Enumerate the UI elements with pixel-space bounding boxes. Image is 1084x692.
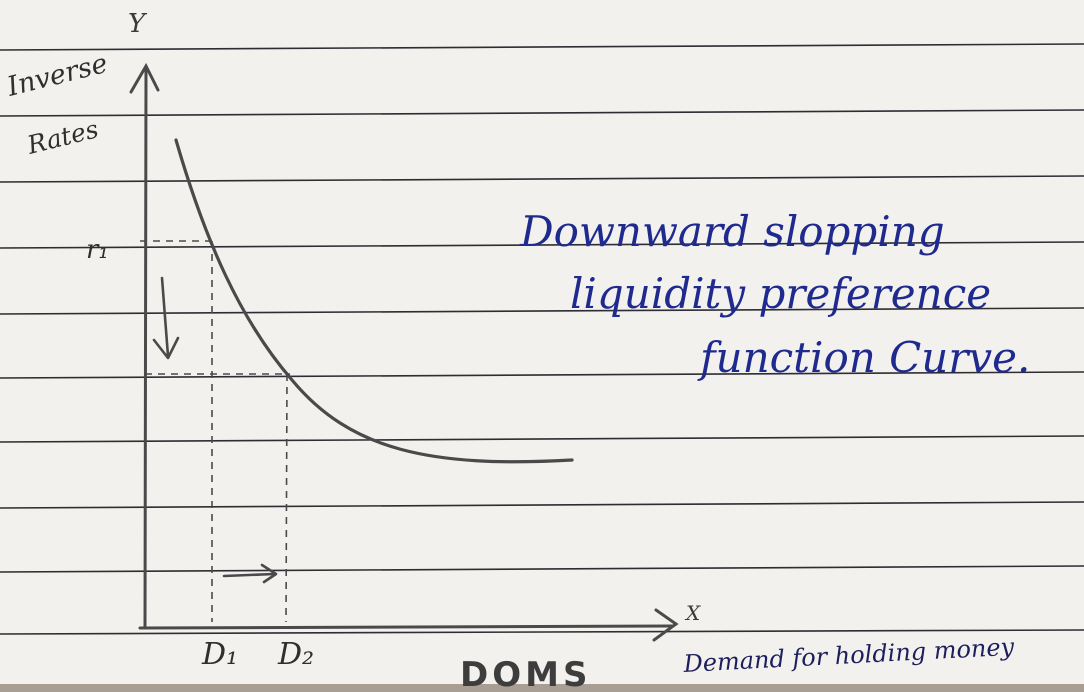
rule-line — [0, 175, 1084, 183]
rule-line — [0, 109, 1084, 117]
rule-line — [0, 501, 1084, 509]
shift-arrows — [152, 276, 278, 584]
rule-line — [0, 241, 1084, 249]
rate-fall-arrowhead — [152, 336, 180, 360]
brand-mark: DOMS — [460, 655, 591, 692]
demand-rise-arrowhead — [260, 563, 278, 584]
annotation-line-2: liquidity preference — [570, 269, 991, 318]
x-axis-letter: X — [684, 601, 701, 625]
demand-d2-label: D₂ — [277, 637, 314, 672]
rule-line — [0, 629, 1084, 635]
rule-line — [0, 307, 1084, 315]
y-axis-letter: Y — [128, 9, 148, 39]
rule-line — [0, 43, 1084, 51]
annotation-line-3: function Curve. — [697, 333, 1030, 382]
demand-rise-arrow — [222, 572, 276, 578]
rule-line — [0, 565, 1084, 573]
liquidity-preference-curve — [174, 138, 574, 464]
rule-line — [0, 371, 1084, 379]
y-axis-title-line1: Inverse — [3, 48, 110, 103]
rate-level-r1-label: r₁ — [86, 235, 109, 265]
d2-vertical-guide — [285, 373, 288, 623]
rate-fall-arrow — [160, 276, 170, 358]
annotation-line-1: Downward slopping — [519, 207, 945, 256]
y-axis-arrowhead — [129, 62, 160, 94]
y-axis-title-line2: Rates — [23, 114, 101, 160]
table-edge — [0, 684, 1084, 692]
y-axis — [143, 68, 148, 630]
demand-d1-label: D₁ — [201, 637, 238, 672]
axes — [129, 62, 679, 642]
rule-line — [0, 435, 1084, 443]
guide-lines — [140, 240, 290, 623]
x-axis-caption: Demand for holding money — [682, 633, 1015, 678]
x-axis-arrowhead — [652, 608, 679, 642]
ruled-lines — [0, 43, 1084, 635]
x-axis — [138, 624, 674, 630]
